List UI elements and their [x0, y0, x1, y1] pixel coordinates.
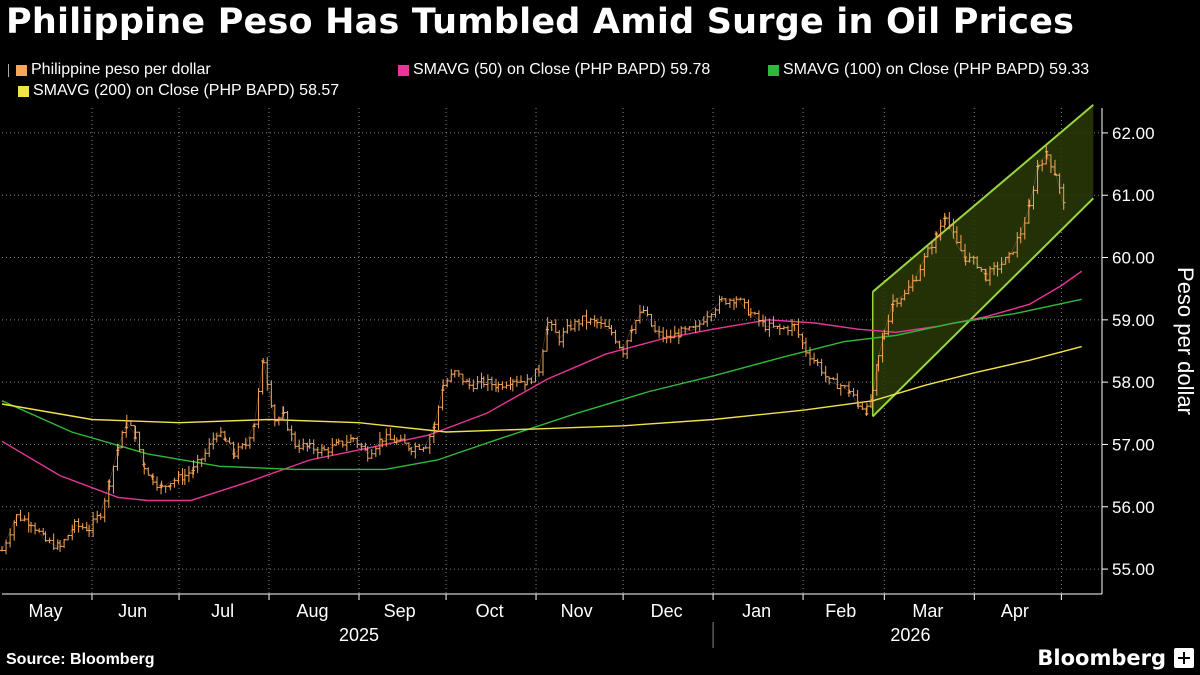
moving-averages — [1, 270, 1083, 502]
y-tick-label: 56.00 — [1112, 498, 1155, 517]
x-tick-label: Apr — [1001, 601, 1029, 621]
price-trace — [1, 154, 1065, 551]
series-sma100-line — [1, 298, 1082, 471]
year-label: 2026 — [890, 625, 930, 645]
channel-fill — [872, 104, 1094, 417]
legend-sma100-swatch — [768, 64, 779, 76]
year-label: 2025 — [339, 625, 379, 645]
y-tick-label: 58.00 — [1112, 373, 1155, 392]
trend-channel — [871, 104, 1094, 418]
x-tick-label: Oct — [476, 601, 504, 621]
legend-sma100: SMAVG (100) on Close (PHP BAPD) 59.33 — [768, 61, 1089, 79]
y-tick-label: 61.00 — [1112, 186, 1155, 205]
x-tick-label: Feb — [825, 601, 856, 621]
legend-sma200-swatch — [18, 85, 29, 97]
legend-price: Philippine peso per dollar — [8, 61, 211, 79]
y-tick-label: 57.00 — [1112, 435, 1155, 454]
x-tick-label: Mar — [912, 601, 943, 621]
price-bars — [0, 145, 1066, 555]
legend-sma50: SMAVG (50) on Close (PHP BAPD) 59.78 — [398, 61, 710, 79]
axes: 55.00 56.00 57.00 58.00 59.00 60.00 61.00 62.00… — [2, 108, 1198, 648]
legend-price-swatch — [16, 64, 27, 76]
x-tick-label: Nov — [561, 601, 593, 621]
y-tick-label: 59.00 — [1112, 311, 1155, 330]
brand-logo: Bloomberg — [1037, 646, 1166, 670]
y-axis-title: Peso per dollar — [1173, 267, 1198, 415]
channel-upper-line — [872, 104, 1094, 293]
y-tick-label: 60.00 — [1112, 249, 1155, 268]
source-note: Source: Bloomberg — [6, 651, 155, 668]
x-tick-label: Jul — [211, 601, 234, 621]
plus-icon — [1174, 648, 1194, 668]
x-tick-label: Sep — [384, 601, 416, 621]
legend-sma50-label: SMAVG (50) on Close (PHP BAPD) 59.78 — [413, 61, 711, 78]
y-tick-label: 55.00 — [1112, 560, 1155, 579]
ohlc-icon — [8, 63, 13, 77]
channel-lower-line — [872, 197, 1094, 418]
x-tick-label: Jan — [742, 601, 771, 621]
legend-sma200-label: SMAVG (200) on Close (PHP BAPD) 58.57 — [33, 82, 340, 99]
x-tick-label: May — [29, 601, 63, 621]
x-tick-label: Jun — [118, 601, 147, 621]
y-tick-label: 62.00 — [1112, 124, 1155, 143]
x-tick-label: Dec — [651, 601, 683, 621]
legend-sma200: SMAVG (200) on Close (PHP BAPD) 58.57 — [18, 82, 339, 100]
x-tick-label: Aug — [297, 601, 329, 621]
legend-sma50-swatch — [398, 64, 409, 76]
legend-price-label: Philippine peso per dollar — [31, 61, 211, 78]
page-title: Philippine Peso Has Tumbled Amid Surge i… — [6, 2, 1075, 42]
series-sma200-line — [1, 345, 1082, 433]
legend-sma100-label: SMAVG (100) on Close (PHP BAPD) 59.33 — [783, 61, 1090, 78]
